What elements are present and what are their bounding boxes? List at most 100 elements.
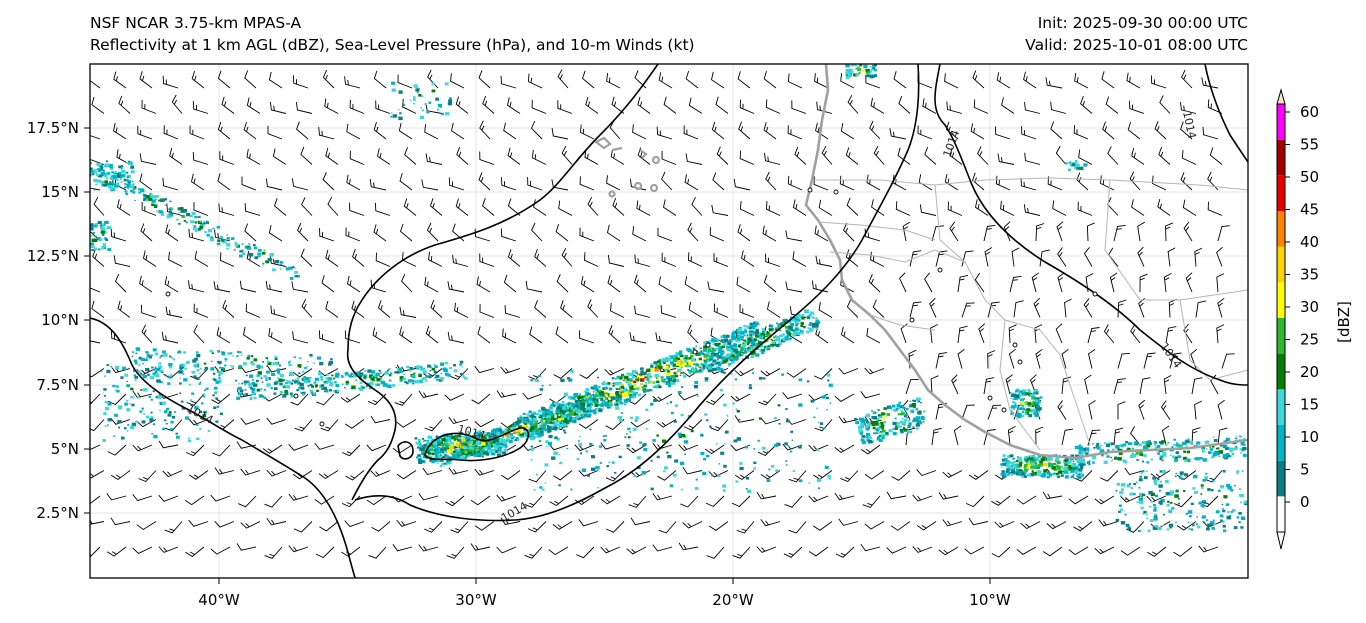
reflectivity-cell	[652, 439, 656, 442]
reflectivity-cell	[495, 442, 500, 446]
wind-barb	[325, 249, 339, 267]
wind-barb	[974, 199, 989, 216]
wind-barb	[507, 147, 521, 165]
reflectivity-cell	[710, 350, 713, 353]
reflectivity-cell	[714, 349, 717, 352]
reflectivity-cell	[114, 413, 118, 417]
reflectivity-cell	[202, 395, 206, 398]
reflectivity-cell	[1238, 521, 1241, 524]
reflectivity-cell	[1184, 459, 1188, 462]
reflectivity-cell	[459, 363, 462, 366]
reflectivity-cell	[561, 423, 566, 427]
reflectivity-cell	[595, 392, 598, 395]
reflectivity-cell	[1146, 461, 1150, 464]
reflectivity-cell	[1020, 472, 1025, 476]
wind-barb	[739, 201, 755, 216]
reflectivity-cell	[1103, 442, 1107, 445]
wind-barb	[1163, 272, 1172, 293]
wind-barb	[1035, 426, 1044, 446]
reflectivity-cell	[509, 439, 513, 443]
reflectivity-cell	[116, 178, 119, 181]
reflectivity-cell	[911, 403, 916, 407]
wind-barb	[188, 470, 209, 480]
reflectivity-cell	[574, 407, 578, 410]
reflectivity-cell	[419, 447, 424, 452]
reflectivity-cell	[128, 181, 131, 184]
wind-barb	[983, 429, 996, 446]
wind-barb	[909, 301, 922, 318]
reflectivity-cell	[411, 374, 414, 377]
reflectivity-cell	[418, 460, 423, 464]
reflectivity-cell	[1161, 470, 1166, 474]
reflectivity-cell	[672, 379, 677, 382]
wind-barb	[292, 331, 309, 344]
reflectivity-cell	[125, 183, 128, 186]
reflectivity-cell	[212, 227, 215, 230]
reflectivity-cell	[602, 399, 606, 402]
wind-barb	[1183, 221, 1193, 242]
reflectivity-cell	[380, 380, 385, 385]
reflectivity-cell	[103, 223, 106, 226]
wind-barb	[294, 419, 313, 432]
reflectivity-cell	[1162, 451, 1167, 456]
reflectivity-cell	[248, 385, 253, 388]
wind-barb	[142, 250, 157, 267]
wind-barb	[1039, 249, 1050, 267]
reflectivity-cell	[512, 424, 517, 428]
reflectivity-cell	[150, 411, 153, 414]
reflectivity-cell	[135, 352, 138, 355]
reflectivity-cell	[182, 209, 188, 213]
wind-barb	[1217, 297, 1225, 318]
reflectivity-cell	[684, 356, 688, 360]
reflectivity-cell	[1028, 457, 1032, 460]
reflectivity-cell	[1201, 487, 1204, 489]
reflectivity-cell	[103, 166, 105, 168]
reflectivity-cell	[624, 391, 630, 396]
reflectivity-cell	[1002, 473, 1007, 477]
reflectivity-cell	[736, 329, 739, 332]
reflectivity-cell	[513, 431, 517, 435]
wind-barb	[734, 368, 755, 377]
reflectivity-cell	[482, 445, 485, 448]
reflectivity-cell	[476, 436, 479, 439]
reflectivity-cell	[1146, 444, 1149, 447]
reflectivity-cell	[450, 452, 453, 455]
reflectivity-cell	[540, 426, 542, 428]
reflectivity-cell	[130, 387, 134, 391]
wind-barb	[1061, 376, 1072, 395]
wind-barb	[813, 176, 829, 191]
reflectivity-cell	[792, 333, 796, 337]
reflectivity-cell	[546, 409, 550, 412]
reflectivity-cell	[645, 427, 648, 430]
reflectivity-cell	[1195, 442, 1199, 445]
wind-barb	[711, 204, 729, 216]
reflectivity-cell	[765, 474, 768, 477]
reflectivity-cell	[167, 382, 171, 385]
reflectivity-cell	[199, 381, 202, 384]
reflectivity-cell	[103, 170, 106, 172]
reflectivity-cell	[628, 372, 633, 377]
reflectivity-cell	[874, 422, 879, 426]
wind-barb	[1009, 275, 1022, 293]
wind-barb	[708, 521, 729, 531]
reflectivity-cell	[749, 345, 752, 347]
wind-barb	[865, 74, 881, 89]
reflectivity-cell	[745, 340, 749, 344]
reflectivity-cell	[915, 423, 920, 427]
reflectivity-cell	[618, 381, 622, 385]
reflectivity-cell	[190, 220, 195, 224]
reflectivity-cell	[644, 376, 648, 379]
reflectivity-cell	[1170, 493, 1173, 496]
reflectivity-cell	[1154, 446, 1158, 449]
reflectivity-cell	[1053, 462, 1056, 465]
reflectivity-cell	[427, 447, 432, 451]
reflectivity-cell	[239, 250, 242, 253]
reflectivity-cell	[643, 448, 648, 452]
reflectivity-cell	[443, 462, 446, 465]
reflectivity-cell	[443, 447, 448, 451]
reflectivity-cell	[796, 332, 800, 335]
wind-barb	[238, 495, 257, 508]
reflectivity-cell	[553, 421, 558, 425]
reflectivity-cell	[585, 450, 589, 453]
reflectivity-cell	[258, 248, 262, 252]
